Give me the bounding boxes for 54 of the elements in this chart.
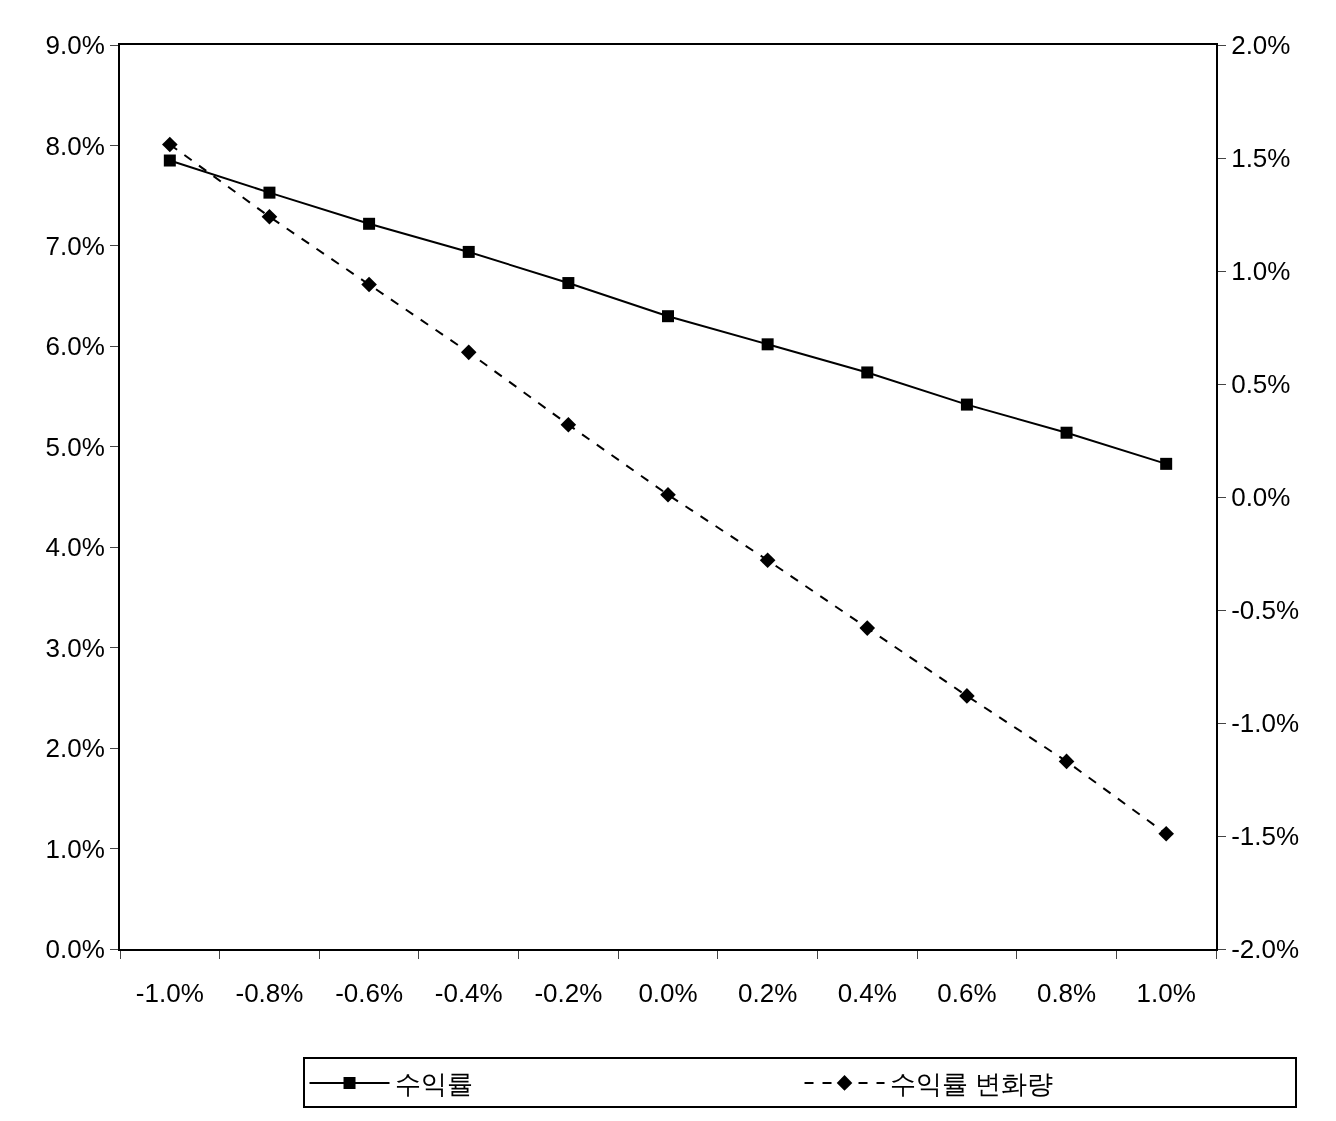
x-tick-label: -0.4% (434, 978, 503, 1009)
point (960, 398, 973, 411)
point (162, 136, 178, 153)
point (363, 217, 376, 230)
point (859, 620, 876, 636)
y2-tick-label: -0.5% (1231, 595, 1300, 626)
point (861, 366, 874, 379)
y-tick-label: 5.0% (45, 431, 105, 462)
x-tick-label: 0.6% (937, 978, 997, 1009)
y2-tick-label: -2.0% (1231, 934, 1300, 965)
y2-tick-label: -1.0% (1231, 708, 1300, 739)
point (759, 552, 776, 569)
point (1060, 426, 1073, 439)
x-tick-label: -0.8% (235, 978, 304, 1009)
y2-tick-label: 1.0% (1231, 256, 1291, 287)
legend-label: 수익률 변화량 (889, 1069, 1053, 1100)
y2-tick-label: 0.5% (1231, 369, 1291, 400)
point (761, 338, 774, 351)
x-tick-label: 0.0% (638, 978, 698, 1009)
y2-tick-label: 0.0% (1231, 482, 1291, 513)
y-tick-label: 9.0% (45, 30, 105, 61)
point (460, 344, 477, 361)
x-tick-label: -1.0% (135, 978, 204, 1009)
point (560, 416, 577, 433)
point (662, 310, 674, 323)
y2-tick-label: 1.5% (1231, 143, 1291, 174)
point (1058, 753, 1075, 770)
y-tick-label: 3.0% (45, 632, 105, 663)
y2-tick-label: -1.5% (1231, 821, 1300, 852)
point (1160, 457, 1173, 470)
legend-label: 수익률 (394, 1069, 473, 1100)
x-tick-label: 0.2% (738, 978, 798, 1009)
x-tick-label: 0.4% (837, 978, 897, 1009)
y-tick-label: 1.0% (45, 833, 105, 864)
point (361, 276, 377, 293)
point (163, 154, 176, 167)
point (562, 277, 575, 290)
point (1158, 825, 1174, 842)
y-tick-label: 2.0% (45, 733, 105, 764)
point (261, 208, 278, 225)
x-tick-label: -0.2% (534, 978, 603, 1009)
y2-tick-label: 2.0% (1231, 30, 1291, 61)
y-tick-label: 0.0% (45, 934, 105, 965)
point (959, 688, 975, 704)
y-tick-label: 4.0% (45, 532, 105, 563)
y-tick-label: 8.0% (45, 130, 105, 161)
x-tick-label: 1.0% (1136, 978, 1196, 1009)
x-tick-label: -0.6% (335, 978, 404, 1009)
point (263, 186, 276, 199)
y-tick-label: 7.0% (45, 230, 105, 261)
point (660, 486, 676, 503)
point (462, 245, 475, 258)
y-tick-label: 6.0% (45, 331, 105, 362)
x-tick-label: 0.8% (1036, 978, 1097, 1009)
